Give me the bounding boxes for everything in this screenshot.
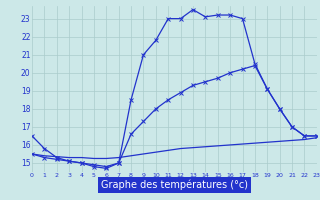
X-axis label: Graphe des températures (°c): Graphe des températures (°c): [101, 180, 248, 190]
